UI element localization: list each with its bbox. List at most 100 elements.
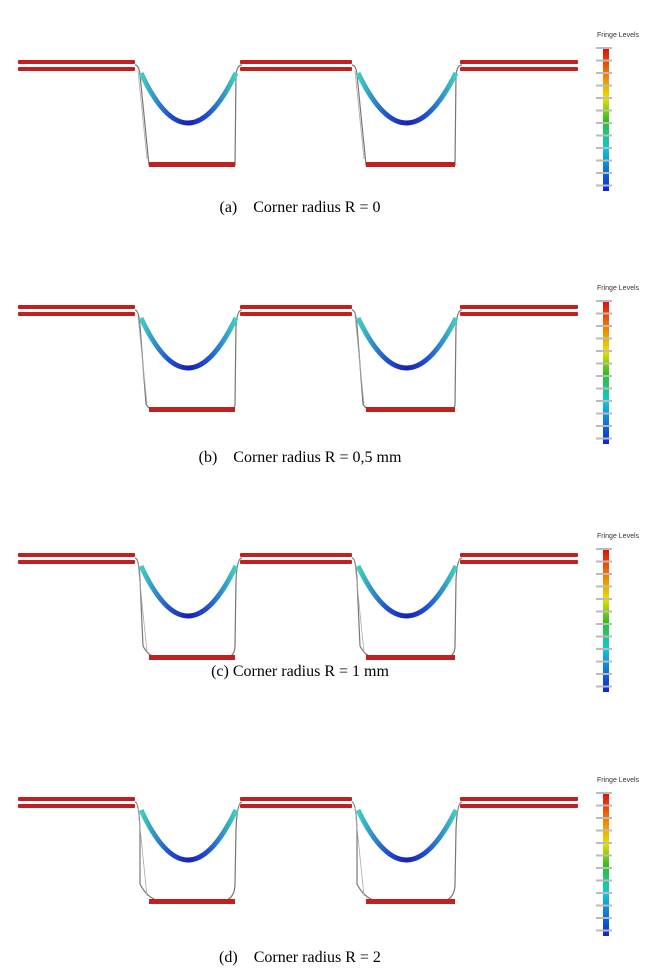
wall (135, 558, 242, 658)
sheet-bottom (366, 407, 455, 412)
sheet-bottom (149, 407, 235, 412)
sheet-top (460, 804, 578, 808)
legend-tick (596, 636, 612, 638)
sheet-arc (141, 73, 236, 123)
sheet-top (240, 804, 352, 808)
sheet-top (240, 60, 352, 64)
wall (352, 310, 462, 410)
sheet-top (240, 67, 352, 71)
sheet-top (460, 797, 578, 801)
sheet-top (18, 67, 135, 71)
legend-tick (596, 817, 612, 819)
sheet-bottom (149, 162, 235, 167)
legend-tick (596, 648, 612, 650)
legend-tick (596, 438, 612, 440)
legend-tick (596, 160, 612, 162)
legend-tick (596, 47, 612, 49)
sheet-top (18, 553, 135, 557)
color-bar (603, 550, 609, 692)
sheet-top (460, 67, 578, 71)
sheet-arc (358, 73, 456, 123)
wall (352, 65, 462, 165)
caption: (b) Corner radius R = 0,5 mm (199, 449, 402, 466)
legend-tick (596, 300, 612, 302)
legend-tick (596, 97, 612, 99)
caption: (c) Corner radius R = 1 mm (211, 663, 389, 680)
legend-tick (596, 586, 612, 588)
caption: (a) Corner radius R = 0 (220, 199, 381, 216)
wall (135, 65, 242, 165)
panel: Fringe Levels (d) Corner radius R = 2 (18, 777, 640, 966)
legend-tick (596, 598, 612, 600)
caption: (d) Corner radius R = 2 (219, 949, 381, 966)
legend-tick (596, 363, 612, 365)
legend-title: Fringe Levels (597, 32, 640, 39)
sheet-top (460, 560, 578, 564)
figure: Fringe Levels(a) Corner radius R = 0Frin… (0, 0, 651, 975)
sheet-bottom (149, 899, 235, 904)
legend-title: Fringe Levels (597, 285, 640, 292)
legend-tick (596, 72, 612, 74)
legend-tick (596, 623, 612, 625)
sheet-top (18, 797, 135, 801)
legend-tick (596, 561, 612, 563)
legend-tick (596, 425, 612, 427)
legend-tick (596, 905, 612, 907)
legend-title: Fringe Levels (597, 777, 640, 784)
sheet-top (18, 560, 135, 564)
legend-tick (596, 147, 612, 149)
legend-tick (596, 867, 612, 869)
legend-tick (596, 855, 612, 857)
sheet-top (240, 305, 352, 309)
sheet-arc (358, 566, 456, 616)
wall (352, 802, 462, 902)
sheet-arc (358, 318, 456, 368)
legend-tick (596, 85, 612, 87)
panel: Fringe Levels (b) Corner radius R = 0,5 m… (18, 285, 640, 466)
wall (135, 310, 242, 410)
legend-tick (596, 880, 612, 882)
legend-tick (596, 375, 612, 377)
sheet-top (240, 312, 352, 316)
sheet-arc (141, 810, 236, 860)
legend-tick (596, 172, 612, 174)
sheet-bottom (366, 655, 455, 660)
legend-tick (596, 135, 612, 137)
sheet-arc (141, 566, 236, 616)
sheet-arc (358, 810, 456, 860)
sheet-bottom (366, 899, 455, 904)
sheet-top (240, 553, 352, 557)
legend-tick (596, 388, 612, 390)
sheet-top (460, 312, 578, 316)
legend-tick (596, 60, 612, 62)
wall (135, 802, 242, 902)
legend-tick (596, 611, 612, 613)
sheet-top (18, 305, 135, 309)
legend-tick (596, 313, 612, 315)
legend-tick (596, 338, 612, 340)
legend-tick (596, 548, 612, 550)
legend-tick (596, 661, 612, 663)
legend-tick (596, 842, 612, 844)
panel: Fringe Levels (c) Corner radius R = 1 mm (18, 533, 640, 692)
color-bar (603, 794, 609, 936)
legend-title: Fringe Levels (597, 533, 640, 540)
color-bar (603, 49, 609, 191)
color-bar (603, 302, 609, 444)
sheet-top (460, 60, 578, 64)
legend-tick (596, 400, 612, 402)
sheet-top (18, 804, 135, 808)
legend-tick (596, 830, 612, 832)
sheet-top (18, 60, 135, 64)
legend-tick (596, 350, 612, 352)
sheet-bottom (149, 655, 235, 660)
legend-tick (596, 110, 612, 112)
legend-tick (596, 325, 612, 327)
legend-tick (596, 573, 612, 575)
legend-tick (596, 122, 612, 124)
panel: Fringe Levels (a) Corner radius R = 0 (18, 32, 640, 216)
legend-tick (596, 930, 612, 932)
sheet-arc (141, 318, 236, 368)
legend-tick (596, 805, 612, 807)
wall (352, 558, 462, 658)
